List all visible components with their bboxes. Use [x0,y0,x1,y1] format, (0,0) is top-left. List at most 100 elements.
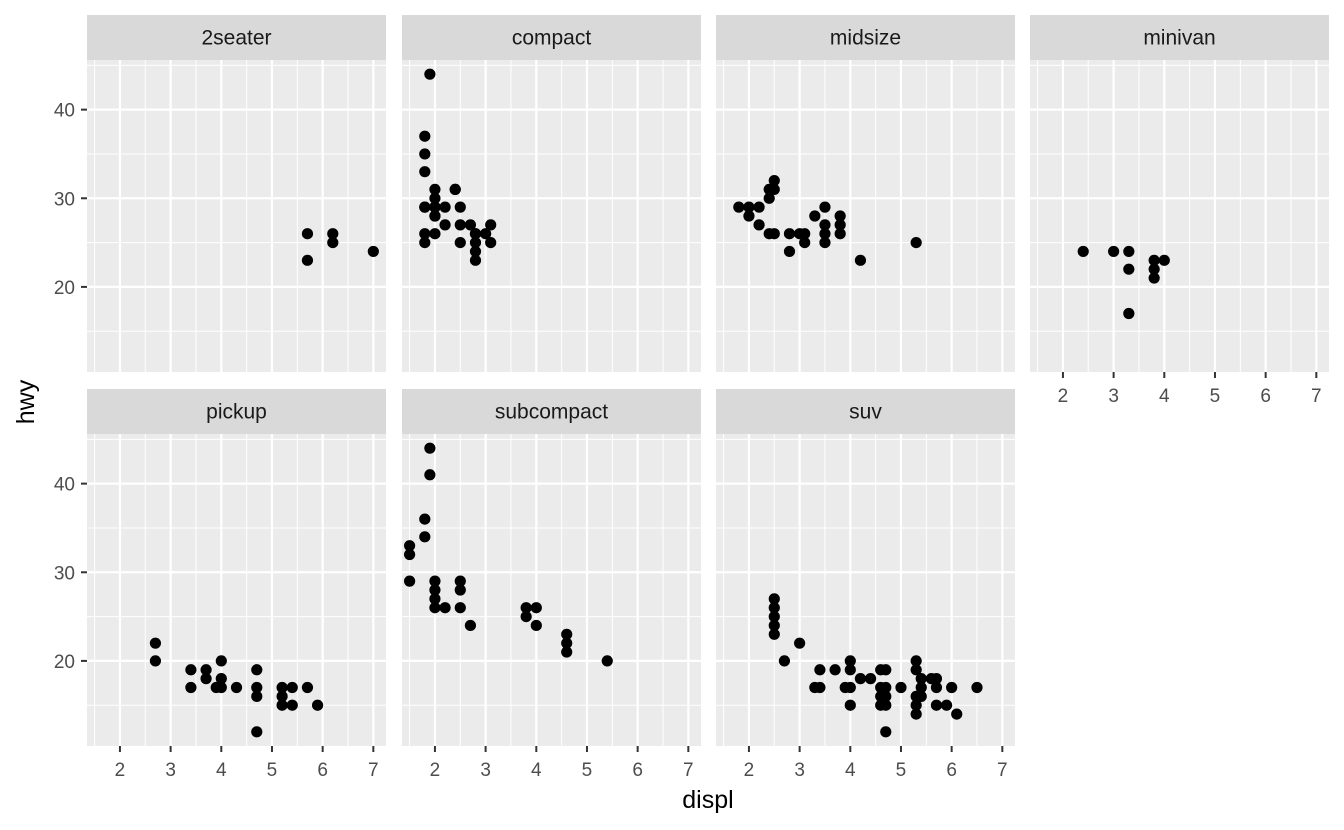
data-point [429,575,441,587]
data-point [915,690,927,702]
data-point [454,602,466,614]
data-point [768,183,780,196]
data-point [864,673,877,685]
data-point [429,210,441,222]
data-point [768,628,780,640]
x-tick-label: 2 [430,760,441,781]
x-tick-label: 7 [1311,386,1322,407]
data-point [910,655,922,667]
data-point [429,228,441,240]
data-point [753,219,765,231]
data-point [454,575,466,587]
data-point [429,593,441,605]
data-point [778,655,791,667]
data-point [895,681,907,694]
x-tick-label: 7 [683,760,694,781]
data-point [930,681,943,694]
data-point [783,228,796,240]
y-tick-label: 40 [54,475,75,496]
data-point [910,664,922,676]
facet-strip-label: suv [849,401,882,424]
data-point [743,210,755,222]
data-point [1077,245,1089,258]
data-point [814,681,826,694]
data-point [419,148,431,160]
facet-strip [402,389,701,434]
data-point [429,602,441,614]
data-point [485,236,497,249]
data-point [520,602,532,614]
x-tick-label: 5 [267,760,278,781]
data-point [404,575,416,587]
x-tick-label: 3 [480,760,491,781]
y-axis-title: hwy [12,379,40,424]
data-point [880,726,892,738]
data-point [301,681,314,694]
data-point [485,219,497,231]
data-point [200,673,212,685]
data-point [469,236,482,249]
data-point [419,236,431,249]
x-tick-label: 6 [632,760,643,781]
data-point [230,681,243,694]
data-point [844,681,856,694]
data-point [783,245,796,258]
data-point [530,602,542,614]
data-point [880,699,892,711]
data-point [733,201,745,213]
data-point [251,690,263,702]
data-point [439,219,451,231]
data-point [276,681,288,694]
data-point [809,210,821,222]
data-point [768,610,780,623]
data-point [1108,245,1120,258]
data-point [454,236,466,249]
facet-strip-label: midsize [830,27,901,50]
x-tick-label: 3 [165,760,176,781]
data-point [1123,245,1135,258]
x-tick-label: 6 [946,760,957,781]
data-point [910,236,922,249]
data-point [439,201,451,213]
data-point [601,655,613,667]
data-point [286,699,298,711]
data-point [768,602,780,614]
facet-strip [87,15,386,60]
facet-strip-label: compact [512,27,592,50]
data-point [276,690,288,702]
panel-background [402,60,701,372]
data-point [215,655,227,667]
data-point [930,699,943,711]
data-point [439,602,451,614]
data-point [469,245,482,258]
data-point [429,183,441,196]
data-point [276,699,288,711]
data-point [834,210,846,222]
data-point [946,681,958,694]
data-point [844,655,856,667]
data-point [799,228,811,240]
data-point [854,673,867,685]
data-point [768,593,780,605]
panel-background [716,434,1015,746]
data-point [424,68,436,80]
facet-suv: suv 2 3 4 5 6 7 [716,389,1015,781]
data-point [429,192,441,204]
data-point [844,699,856,711]
data-point [1123,263,1135,275]
data-point [910,699,922,711]
x-tick-label: 4 [531,760,542,781]
data-point [819,228,831,240]
data-point [561,637,573,649]
data-point [464,219,477,231]
data-point [454,584,466,596]
data-point [419,130,431,142]
data-point [880,664,892,676]
x-tick-label: 4 [216,760,227,781]
y-tick-label: 20 [54,652,75,673]
data-point [419,531,431,543]
y-tick-label: 30 [54,189,75,210]
facet-strip [402,15,701,60]
data-point [429,584,441,596]
